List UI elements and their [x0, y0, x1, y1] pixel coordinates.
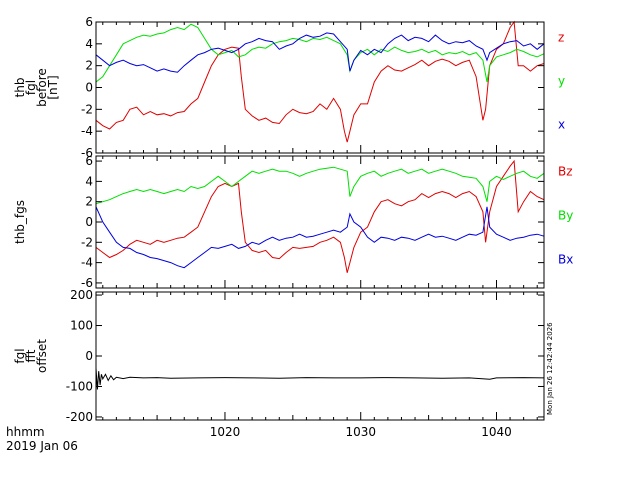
- x-tick-label: 1020: [210, 425, 241, 439]
- y-tick-label: -4: [81, 256, 93, 270]
- y-tick-label: 0: [85, 349, 93, 363]
- legend-label-z: z: [558, 30, 564, 44]
- y-axis-label: thb: [13, 78, 27, 98]
- legend-label-x: x: [558, 118, 565, 132]
- y-axis-label: [nT]: [46, 75, 60, 99]
- timestamp-label: Mon Jan 26 12:42:44 2026: [546, 322, 554, 415]
- y-tick-label: -100: [66, 379, 93, 393]
- y-tick-label: 4: [85, 37, 93, 51]
- y-tick-label: 6: [85, 15, 93, 29]
- y-tick-label: -2: [81, 235, 93, 249]
- legend-label-bz: Bz: [558, 164, 573, 178]
- series-line-bx: [95, 206, 545, 269]
- x-tick-label: 1030: [345, 425, 376, 439]
- y-tick-label: -6: [81, 276, 93, 290]
- y-tick-label: 0: [85, 81, 93, 95]
- x-tick-label: 1040: [481, 425, 512, 439]
- legend-label-by: By: [558, 208, 573, 222]
- y-tick-label: 200: [70, 288, 93, 302]
- x-axis-date: 2019 Jan 06: [6, 439, 78, 453]
- y-tick-label: -200: [66, 410, 93, 424]
- y-tick-label: 0: [85, 215, 93, 229]
- y-axis-label: fft: [24, 349, 38, 362]
- panel-fgs: -6 -4 -2 0 2 4 6 thb_fgs Bz By Bx: [13, 154, 573, 290]
- y-tick-label: -2: [81, 102, 93, 116]
- y-tick-label: 2: [85, 59, 93, 73]
- y-tick-label: 100: [70, 319, 93, 333]
- y-axis-label: offset: [35, 339, 49, 373]
- y-axis-label: before: [35, 68, 49, 107]
- series-line-by: [95, 166, 545, 205]
- series-line-z: [95, 20, 545, 143]
- y-tick-label: 2: [85, 195, 93, 209]
- x-axis-label: hhmm: [6, 425, 45, 439]
- series-line-bz: [95, 159, 545, 273]
- y-tick-label: -4: [81, 124, 93, 138]
- legend-label-y: y: [558, 74, 565, 88]
- y-axis-label: thb_fgs: [13, 200, 27, 244]
- y-tick-label: 6: [85, 154, 93, 168]
- legend-label-bx: Bx: [558, 252, 573, 266]
- series-line-y: [95, 23, 545, 83]
- y-axis-label: fgl: [24, 80, 38, 95]
- y-tick-label: 4: [85, 174, 93, 188]
- y-axis-label: fgl: [13, 348, 27, 363]
- series-line-offset: [95, 368, 545, 390]
- y-tick-label: -6: [81, 146, 93, 160]
- x-axis-labels: 1020 1030 1040: [210, 425, 512, 439]
- series-line-x: [95, 32, 545, 73]
